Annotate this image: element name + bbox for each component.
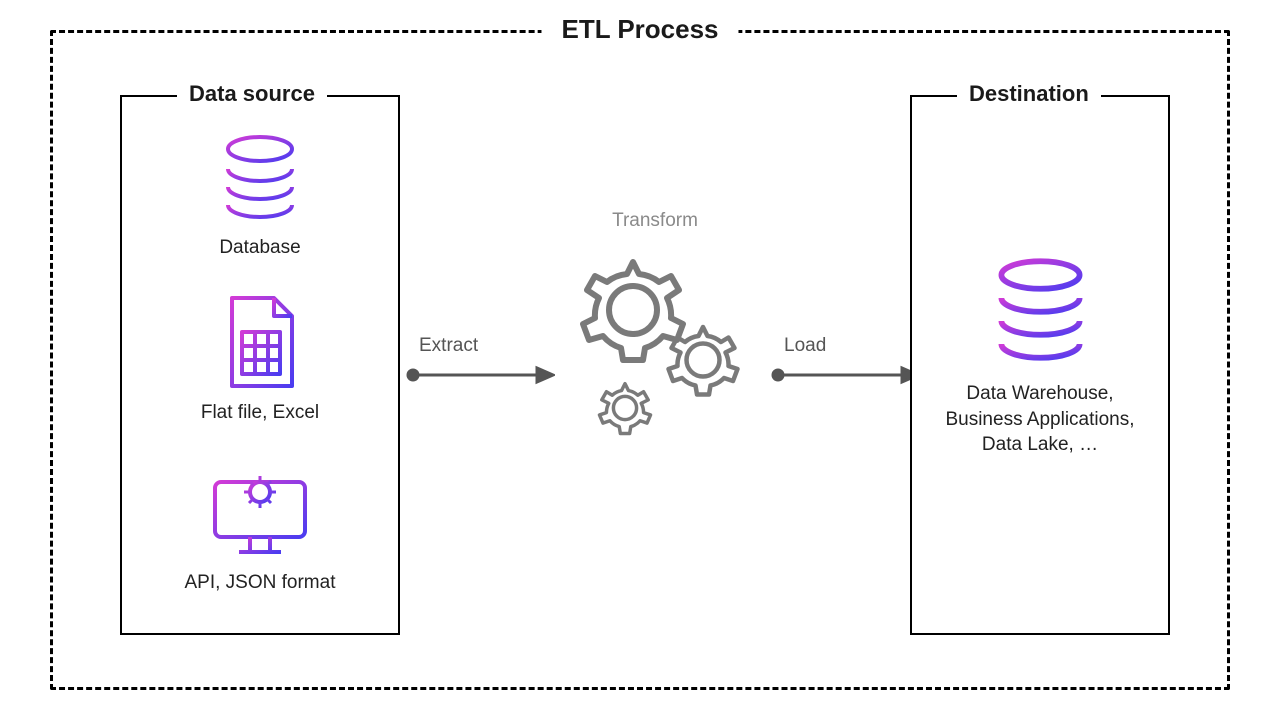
source-label-flatfile: Flat file, Excel (201, 400, 319, 426)
extract-label: Extract (419, 335, 478, 357)
source-label-api: API, JSON format (185, 570, 336, 596)
arrow-right-icon (770, 363, 920, 387)
destination-panel: Destination Data Warehouse, Business App… (910, 95, 1170, 635)
arrow-right-icon (405, 363, 555, 387)
transform-label: Transform (612, 210, 698, 232)
destination-title: Destination (957, 81, 1101, 107)
source-label-database: Database (219, 235, 300, 261)
diagram-title: ETL Process (541, 14, 738, 45)
load-label: Load (784, 335, 826, 357)
monitor-gear-icon (205, 462, 315, 562)
transform-group: Transform (555, 210, 755, 450)
destination-content: Data Warehouse, Business Applications, D… (912, 252, 1168, 458)
database-icon (210, 127, 310, 227)
data-warehouse-icon (983, 252, 1098, 367)
destination-label: Data Warehouse, Business Applications, D… (935, 381, 1144, 458)
data-source-panel: Data source Database Flat file, Excel (120, 95, 400, 635)
extract-arrow-group: Extract (405, 335, 555, 387)
gears-icon (555, 240, 755, 450)
source-item-flatfile: Flat file, Excel (122, 292, 398, 426)
source-item-database: Database (122, 127, 398, 261)
source-item-api: API, JSON format (122, 462, 398, 596)
load-arrow-group: Load (770, 335, 920, 387)
data-source-title: Data source (177, 81, 327, 107)
file-spreadsheet-icon (218, 292, 303, 392)
